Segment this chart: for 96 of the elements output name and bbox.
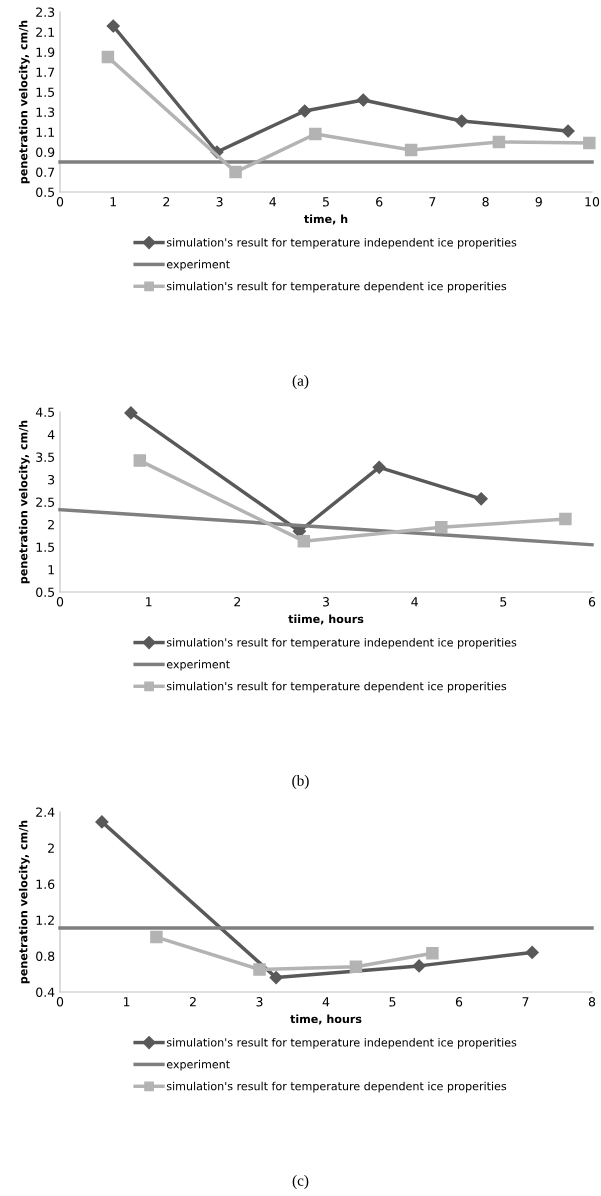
x-tick-label: 1 — [110, 197, 117, 207]
point — [356, 93, 370, 107]
point — [133, 454, 147, 467]
point — [95, 815, 109, 829]
y-axis-title: penetration velocity, cm/h — [18, 420, 30, 584]
x-tick-label: 1 — [123, 997, 130, 1007]
x-tick-label: 3 — [322, 597, 329, 607]
point — [412, 959, 426, 973]
point — [269, 971, 283, 985]
point — [492, 135, 506, 149]
x-tick-label: 5 — [322, 197, 329, 207]
point — [150, 930, 163, 944]
x-tick-label: 4 — [322, 997, 330, 1007]
x-tick-label: 8 — [482, 197, 489, 207]
legend-label: simulation's result for temperature independent ice properities — [166, 238, 517, 249]
y-tick-label: 0.5 — [36, 187, 55, 197]
legend-label: simulation's result for temperature independent ice properities — [166, 638, 517, 649]
point — [525, 945, 539, 959]
legend-label: experiment — [166, 259, 230, 271]
x-tick-label: 1 — [146, 597, 152, 607]
x-tick-label: 2 — [234, 597, 241, 607]
x-axis-title: time, h — [304, 214, 348, 225]
x-tick-label: 7 — [522, 997, 529, 1007]
x-tick-label: 7 — [429, 197, 436, 207]
x-tick-label: 10 — [585, 197, 600, 207]
x-tick-label: 4 — [269, 197, 277, 207]
y-tick-label: 1 — [48, 565, 54, 575]
y-tick-label: 1.5 — [36, 542, 55, 552]
x-tick-label: 0 — [56, 597, 64, 607]
x-axis-title: tiime, hours — [288, 614, 364, 625]
y-tick-label: 0.9 — [36, 147, 55, 157]
point — [426, 947, 439, 960]
point — [561, 124, 575, 138]
y-tick-label: 3 — [48, 474, 55, 485]
y-tick-label: 0.5 — [36, 587, 55, 597]
y-tick-label: 4 — [47, 430, 55, 440]
x-axis-title: time, hours — [290, 1014, 362, 1025]
x-tick-label: 0 — [56, 197, 64, 207]
x-tick-label: 6 — [376, 197, 383, 207]
legend-label: experiment — [166, 1059, 230, 1071]
y-tick-label: 3.5 — [36, 452, 55, 462]
point — [474, 492, 488, 506]
y-tick-label: 2.5 — [36, 497, 55, 507]
x-tick-label: 6 — [588, 597, 596, 607]
x-tick-label: 2 — [189, 997, 196, 1007]
y-tick-label: 4.5 — [35, 407, 55, 417]
legend-label: simulation's result for temperature independent ice properities — [166, 1038, 517, 1049]
y-tick-label: 1.5 — [36, 87, 55, 97]
point — [455, 114, 469, 128]
y-tick-label: 1.1 — [36, 127, 54, 137]
y-tick-label: 2 — [48, 843, 54, 853]
point — [309, 127, 322, 141]
y-tick-label: 1.6 — [36, 879, 55, 889]
x-tick-label: 5 — [389, 997, 396, 1007]
x-tick-label: 5 — [500, 597, 507, 607]
point — [559, 512, 572, 526]
point — [124, 406, 138, 420]
point — [372, 460, 386, 474]
y-tick-label: 2.4 — [36, 807, 55, 817]
point — [101, 50, 115, 64]
point — [298, 104, 312, 118]
legend-label: simulation's result for temperature dependent ice properities — [166, 281, 507, 293]
y-tick-label: 0.8 — [36, 951, 55, 961]
legend-label: simulation's result for temperature dependent ice properities — [166, 681, 507, 693]
text: (a) — [292, 375, 309, 389]
y-axis-title: penetration velocity, cm/h — [18, 820, 30, 984]
y-tick-label: 1.9 — [36, 47, 55, 57]
x-tick-label: 4 — [411, 597, 418, 607]
y-tick-label: 0.7 — [36, 167, 55, 177]
point — [297, 534, 311, 548]
x-tick-label: 9 — [535, 197, 542, 207]
x-tick-label: 3 — [216, 197, 223, 207]
y-tick-label: 0.4 — [36, 987, 55, 997]
y-tick-label: 2 — [48, 519, 54, 530]
text: (b) — [292, 775, 309, 789]
point — [435, 520, 448, 534]
text: (c) — [292, 1175, 309, 1189]
point — [106, 19, 120, 33]
y-tick-label: 1.2 — [36, 915, 54, 925]
point — [349, 960, 363, 974]
point — [583, 136, 596, 150]
x-tick-label: 0 — [56, 997, 64, 1007]
y-axis-title: penetration velocity, cm/h — [18, 20, 30, 184]
y-tick-label: 1.3 — [36, 107, 55, 117]
point — [404, 143, 418, 157]
x-tick-label: 2 — [163, 197, 170, 207]
y-tick-label: 1.7 — [36, 67, 55, 77]
x-tick-label: 6 — [455, 997, 463, 1007]
point — [253, 963, 266, 976]
legend-label: experiment — [166, 659, 230, 671]
y-tick-label: 2.3 — [36, 7, 55, 17]
legend-label: simulation's result for temperature dependent ice properities — [166, 1081, 507, 1093]
x-tick-label: 3 — [256, 997, 263, 1007]
y-tick-label: 2.1 — [36, 27, 54, 37]
x-tick-label: 8 — [588, 997, 596, 1007]
point — [229, 165, 242, 179]
